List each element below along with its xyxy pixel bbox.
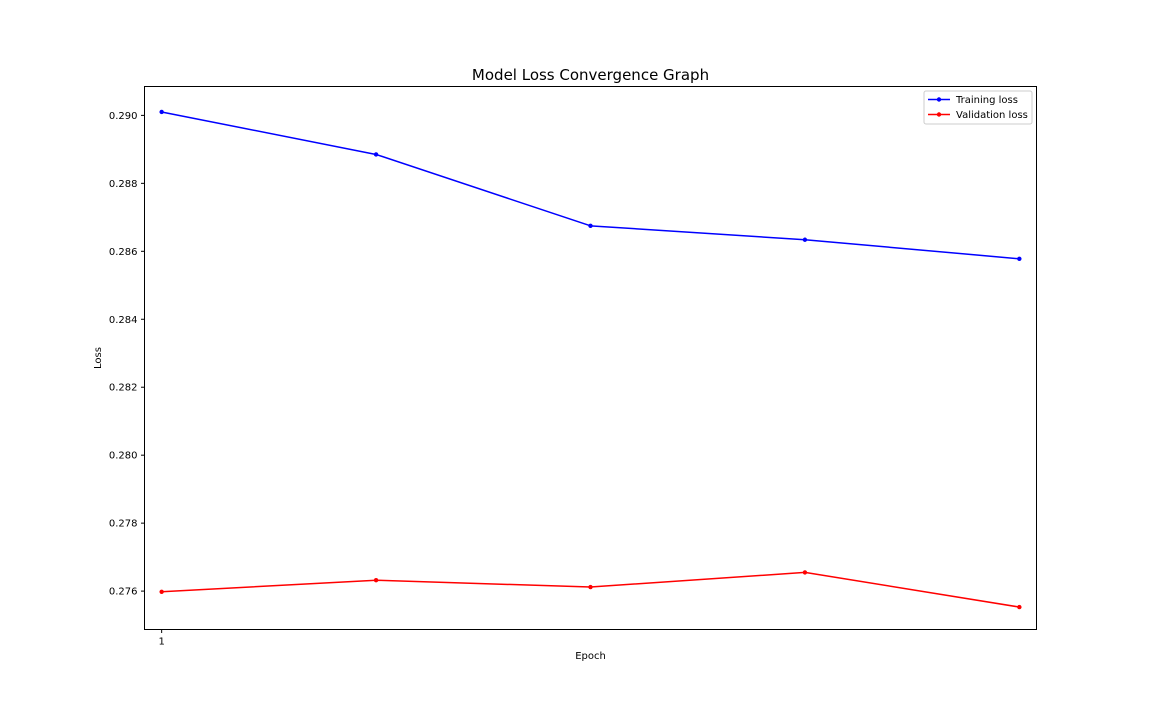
plot-frame: [144, 86, 1037, 630]
series-layer: [159, 109, 1022, 610]
legend-marker: [936, 97, 942, 102]
data-point: [588, 584, 593, 590]
y-tick-label: 0.280: [109, 451, 138, 462]
data-point: [802, 237, 808, 242]
data-point: [373, 578, 379, 583]
data-point: [802, 570, 808, 575]
x-tick-label: 1: [158, 637, 164, 648]
y-tick-label: 0.288: [109, 179, 138, 190]
data-point: [159, 109, 164, 115]
data-point: [373, 152, 379, 157]
legend-label: Validation loss: [956, 110, 1028, 121]
y-axis-label: Loss: [93, 347, 104, 369]
data-point: [1017, 604, 1022, 610]
data-point: [159, 589, 164, 594]
legend-box: [923, 90, 1033, 125]
axes-layer: 0.276 0.278 0.280 0.282 0.284 0.286 0.288 0.290…: [109, 111, 165, 648]
legend: Training loss Validation loss: [923, 90, 1033, 125]
y-tick-label: 0.278: [109, 519, 138, 530]
legend-label: Training loss: [955, 95, 1018, 106]
data-point: [1017, 256, 1022, 261]
legend-marker: [936, 112, 942, 117]
y-tick-label: 0.284: [109, 315, 138, 326]
chart-title: Model Loss Convergence Graph: [472, 66, 709, 84]
data-point: [588, 223, 593, 229]
y-tick-label: 0.286: [109, 247, 138, 258]
y-tick-label: 0.276: [109, 587, 138, 598]
y-tick-label: 0.290: [109, 111, 138, 122]
x-axis-label: Epoch: [575, 651, 606, 662]
y-tick-label: 0.282: [109, 383, 138, 394]
